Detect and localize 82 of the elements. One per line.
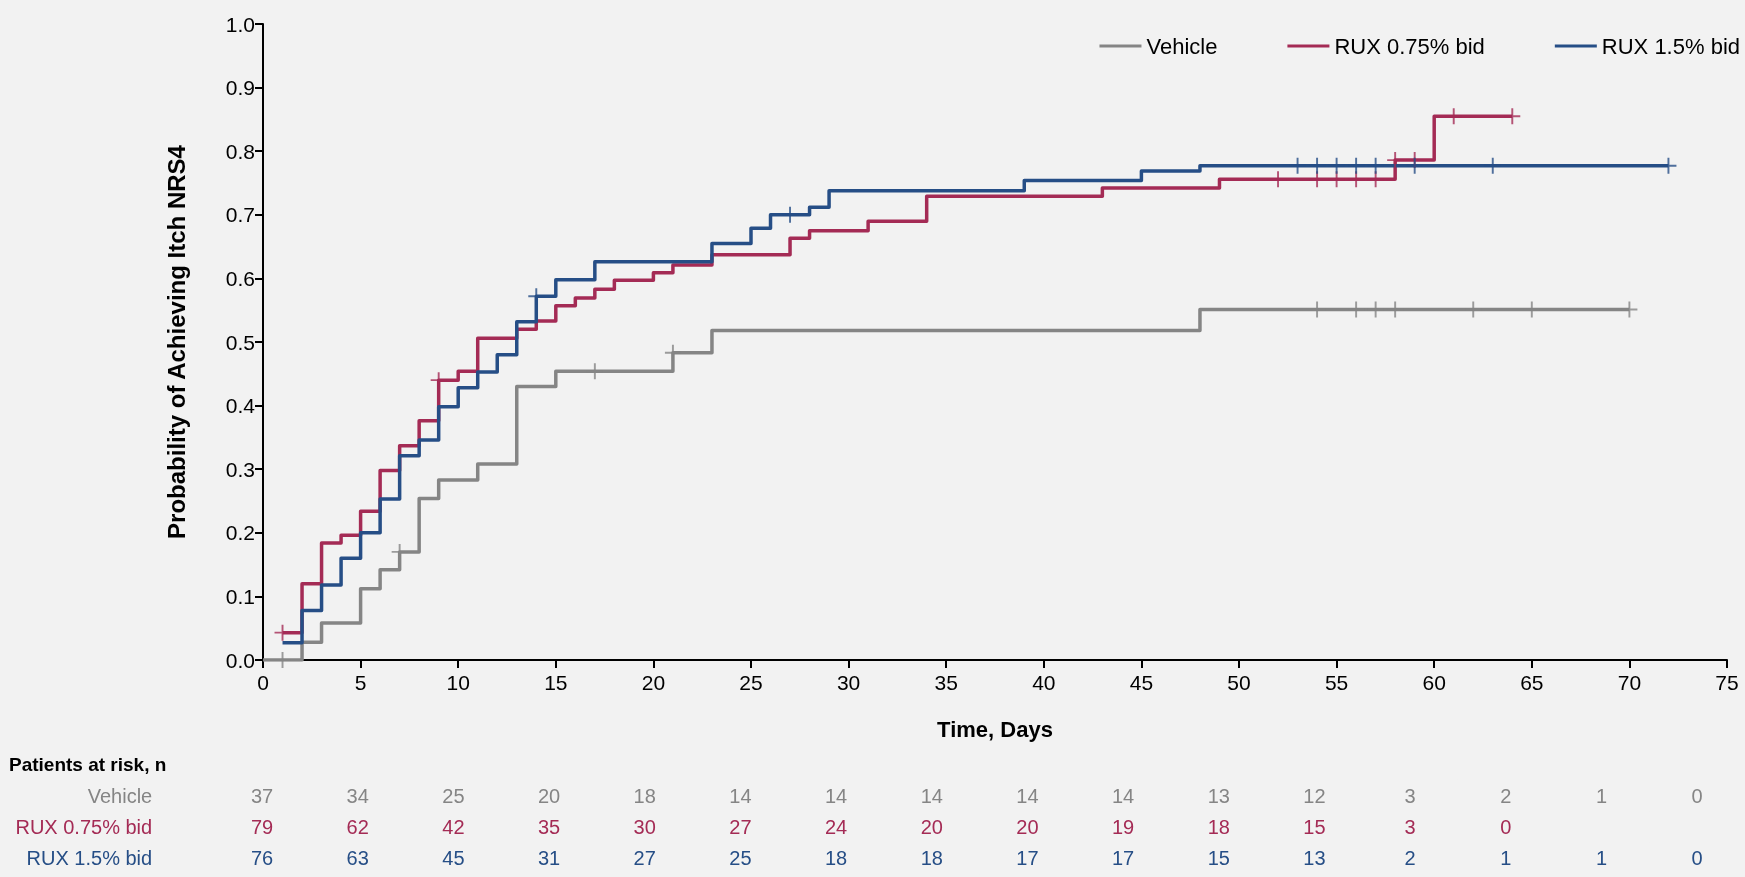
data-label: 2 — [1404, 847, 1416, 870]
data-label: 1 — [1595, 784, 1608, 807]
x-tick-label: 75 — [1715, 671, 1739, 694]
x-tick-label: 50 — [1227, 671, 1251, 694]
y-tick-label: 0.8 — [225, 139, 255, 163]
data-label: 14 — [1111, 784, 1135, 807]
data-label: 17 — [1111, 847, 1135, 870]
data-label: 25 — [442, 784, 465, 807]
data-label: 20 — [920, 816, 943, 838]
x-tick-label: 10 — [446, 671, 470, 694]
data-label: 18 — [633, 784, 656, 807]
legend-label: RUX 0.75% bid — [1334, 33, 1485, 59]
data-label: 18 — [1207, 816, 1230, 838]
x-tick-label: 30 — [836, 671, 861, 694]
data-label: 15 — [1303, 816, 1326, 838]
x-tick-label: 0 — [257, 671, 269, 694]
data-label: 37 — [250, 784, 274, 807]
data-label: 45 — [442, 847, 465, 870]
data-label: 18 — [920, 847, 943, 870]
data-label: 14 — [824, 784, 848, 807]
data-label: 63 — [346, 847, 369, 870]
chart-title: Patients at risk, n — [9, 754, 167, 775]
y-axis-title: Probability of Achieving Itch NRS4 — [162, 144, 190, 539]
y-tick-label: 0.5 — [225, 330, 255, 354]
y-tick-label: 0.7 — [225, 203, 255, 227]
data-label: 1 — [1595, 847, 1608, 870]
y-tick-label: 1.0 — [225, 12, 255, 36]
y-tick-label: 0.3 — [225, 457, 255, 481]
data-label: 20 — [1016, 816, 1039, 838]
data-label: 13 — [1207, 784, 1230, 807]
data-label: 42 — [442, 816, 465, 838]
data-label: 34 — [346, 784, 369, 807]
data-label: 76 — [250, 847, 274, 870]
y-tick-label: Vehicle — [87, 784, 153, 807]
data-label: 12 — [1303, 784, 1326, 807]
data-label: 0 — [1691, 847, 1703, 870]
x-tick-label: 35 — [934, 671, 958, 694]
x-tick-label: 55 — [1324, 671, 1349, 694]
data-label: 3 — [1404, 784, 1416, 807]
data-label: 19 — [1111, 816, 1135, 838]
y-tick-label: 0.1 — [225, 584, 255, 608]
x-tick-label: 45 — [1129, 671, 1154, 694]
data-label: 27 — [729, 816, 752, 838]
y-tick-label: RUX 1.5% bid — [26, 847, 153, 870]
data-label: 30 — [633, 816, 656, 838]
y-tick-label: 0.2 — [225, 521, 255, 545]
legend-label: RUX 1.5% bid — [1601, 33, 1741, 59]
data-label: 14 — [920, 784, 943, 807]
data-label: 79 — [250, 816, 274, 838]
y-tick-label: 0.6 — [225, 266, 255, 290]
x-tick-label: 65 — [1520, 671, 1544, 694]
y-tick-label: 0.0 — [225, 648, 255, 672]
x-tick-label: 5 — [354, 671, 367, 694]
x-tick-label: 40 — [1032, 671, 1056, 694]
data-label: 24 — [824, 816, 848, 838]
data-label: 31 — [537, 847, 561, 870]
legend-label: Vehicle — [1146, 33, 1218, 59]
data-label: 0 — [1691, 784, 1703, 807]
data-label: 13 — [1303, 847, 1326, 870]
data-label: 17 — [1016, 847, 1039, 870]
data-label: 14 — [729, 784, 752, 807]
x-tick-label: 20 — [641, 671, 666, 694]
data-label: 1 — [1500, 847, 1512, 870]
data-label: 0 — [1500, 816, 1512, 838]
x-axis-title: Time, Days — [937, 716, 1053, 742]
data-label: 25 — [729, 847, 752, 870]
x-tick-label: 60 — [1422, 671, 1446, 694]
y-tick-label: 0.4 — [225, 394, 256, 418]
data-label: 15 — [1207, 847, 1230, 870]
x-tick-label: 15 — [544, 671, 568, 694]
data-label: 3 — [1404, 816, 1416, 838]
data-label: 20 — [537, 784, 561, 807]
data-label: 62 — [346, 816, 369, 838]
x-tick-label: 70 — [1617, 671, 1642, 694]
data-label: 14 — [1016, 784, 1039, 807]
data-label: 27 — [633, 847, 656, 870]
y-tick-label: 0.9 — [225, 76, 255, 100]
data-label: 35 — [537, 816, 561, 838]
data-label: 18 — [824, 847, 848, 870]
data-label: 2 — [1500, 784, 1512, 807]
y-tick-label: RUX 0.75% bid — [15, 816, 153, 838]
x-tick-label: 25 — [739, 671, 763, 694]
